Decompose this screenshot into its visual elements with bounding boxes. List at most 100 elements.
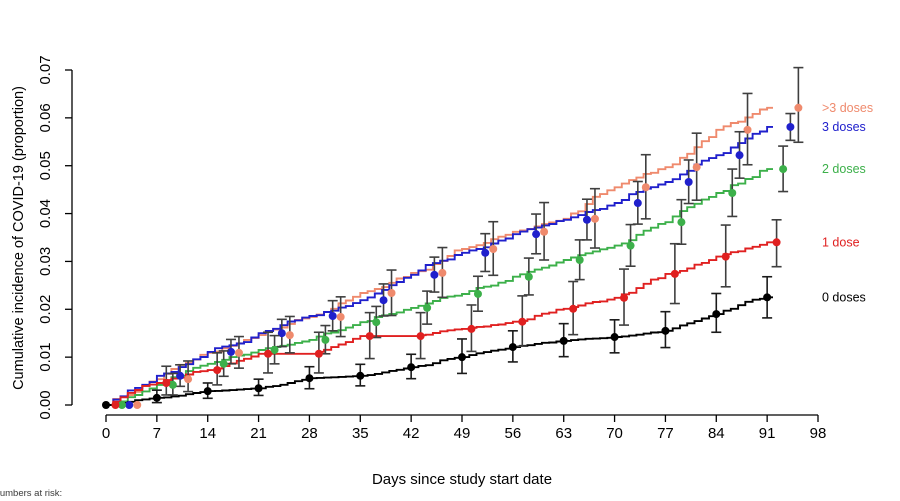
y-tick-label: 0.02	[37, 295, 54, 324]
point-estimate-1-dose	[365, 332, 374, 341]
legend-label-0-doses: 0 doses	[822, 290, 866, 304]
series-curve-2-doses	[106, 168, 773, 406]
point-estimate-3-doses	[532, 230, 541, 239]
point-estimate-1-dose	[111, 401, 120, 409]
y-tick-label: 0.00	[37, 390, 54, 419]
point-estimate-3-doses	[430, 270, 439, 279]
point-estimate-1-dose	[670, 269, 679, 278]
legend-label-3-doses: 3 doses	[822, 120, 866, 134]
point-estimate-3-doses	[133, 401, 142, 409]
point-estimate-1-dose	[772, 238, 781, 247]
point-estimate-3-doses	[226, 347, 235, 356]
x-tick-label: 84	[708, 425, 725, 442]
point-estimate-0-doses	[508, 343, 517, 352]
point-estimate-2-doses	[321, 335, 330, 344]
y-tick-label: 0.03	[37, 247, 54, 276]
point-estimate-2-doses	[270, 345, 279, 354]
legend-label-2-doses: 2 doses	[822, 162, 866, 176]
point-estimate-0-doses	[152, 393, 161, 402]
point-estimate-3-doses	[735, 151, 744, 160]
point-estimate-3-doses	[379, 296, 388, 305]
y-tick-label: 0.01	[37, 343, 54, 372]
point-estimate-3-doses	[489, 244, 498, 253]
point-estimate-0-doses	[305, 374, 314, 383]
x-tick-label: 98	[810, 425, 827, 442]
point-estimate-2-doses	[219, 359, 228, 368]
point-estimate-0-doses	[356, 371, 365, 380]
point-estimate-0-doses	[203, 387, 212, 396]
point-estimate-2-doses	[728, 188, 737, 197]
point-estimate-2-doses	[626, 241, 635, 250]
point-estimate-3-doses	[743, 125, 752, 134]
x-tick-label: 0	[102, 425, 110, 442]
point-estimate-0-doses	[661, 326, 670, 335]
point-estimate-3-doses	[234, 348, 243, 357]
point-estimate-1-dose	[721, 252, 730, 261]
point-estimate-0-doses	[102, 401, 110, 409]
x-tick-label: 35	[352, 425, 369, 442]
legend-label-1-dose: 1 dose	[822, 235, 860, 249]
x-tick-label: 14	[199, 425, 216, 442]
point-estimate-3-doses	[692, 163, 701, 172]
point-estimate-2-doses	[677, 218, 686, 227]
point-estimate-1-dose	[264, 349, 273, 358]
point-estimate-1-dose	[569, 304, 578, 313]
x-tick-label: 7	[153, 425, 161, 442]
y-tick-label: 0.05	[37, 151, 54, 180]
point-estimate-2-doses	[117, 401, 126, 409]
point-estimate-0-doses	[712, 310, 721, 319]
point-estimate-3-doses	[328, 311, 337, 320]
numbers-at-risk-label: Numbers at risk:	[0, 488, 63, 499]
point-estimate-0-doses	[458, 353, 466, 362]
point-estimate-1-dose	[416, 332, 425, 341]
point-estimate-3-doses	[540, 227, 549, 236]
y-tick-label: 0.04	[37, 199, 54, 228]
point-estimate-2-doses	[524, 272, 533, 281]
point-estimate-3-doses	[641, 183, 650, 192]
series-curve-3-doses	[106, 125, 773, 406]
legend-label-3-doses: >3 doses	[822, 101, 873, 115]
point-estimate-3-doses	[794, 103, 803, 112]
point-estimate-1-dose	[518, 317, 527, 326]
point-estimate-3-doses	[481, 248, 490, 257]
point-estimate-1-dose	[162, 378, 171, 387]
point-estimate-1-dose	[213, 366, 222, 375]
point-estimate-2-doses	[473, 289, 482, 298]
x-tick-label: 21	[250, 425, 267, 442]
point-estimate-0-doses	[559, 336, 568, 345]
series-curve-1-dose	[106, 241, 773, 406]
point-estimate-0-doses	[407, 363, 416, 372]
point-estimate-3-doses	[176, 371, 185, 380]
y-tick-label: 0.07	[37, 55, 54, 84]
point-estimate-3-doses	[387, 289, 396, 298]
point-estimate-3-doses	[633, 199, 642, 208]
point-estimate-3-doses	[285, 331, 294, 340]
point-estimate-0-doses	[610, 333, 619, 342]
point-estimate-2-doses	[575, 255, 584, 264]
point-estimate-3-doses	[582, 215, 591, 224]
y-axis-title: Cumulative incidence of COVID-19 (propor…	[11, 86, 27, 390]
point-estimate-1-dose	[620, 293, 629, 302]
point-estimate-2-doses	[423, 303, 432, 312]
point-estimate-2-doses	[168, 380, 177, 389]
point-estimate-3-doses	[184, 375, 193, 384]
point-estimate-1-dose	[314, 349, 323, 358]
point-estimate-3-doses	[590, 214, 599, 223]
y-tick-label: 0.06	[37, 103, 54, 132]
x-tick-label: 56	[505, 425, 522, 442]
x-tick-label: 63	[555, 425, 572, 442]
point-estimate-1-dose	[467, 324, 476, 333]
x-tick-label: 28	[301, 425, 318, 442]
point-estimate-3-doses	[125, 401, 134, 409]
x-axis-title: Days since study start date	[371, 471, 553, 488]
point-estimate-2-doses	[779, 165, 788, 174]
point-estimate-3-doses	[684, 177, 693, 186]
x-tick-label: 49	[454, 425, 471, 442]
point-estimate-3-doses	[438, 268, 447, 277]
point-estimate-3-doses	[277, 329, 286, 338]
x-tick-label: 77	[657, 425, 674, 442]
point-estimate-3-doses	[336, 312, 345, 321]
point-estimate-0-doses	[763, 293, 772, 302]
